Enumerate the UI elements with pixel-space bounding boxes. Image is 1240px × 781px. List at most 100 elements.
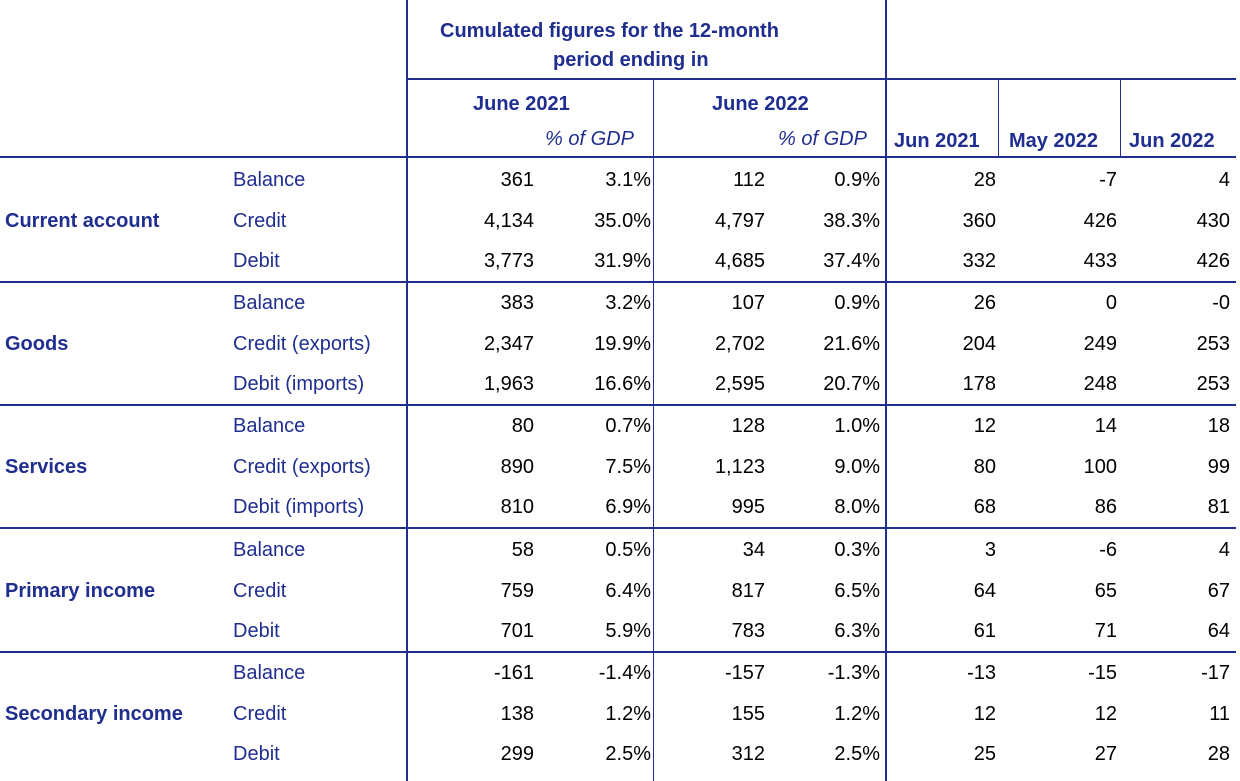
table-cell: 6.9% xyxy=(605,496,651,518)
table-cell: -161 xyxy=(493,662,534,684)
header-rule-monthly xyxy=(886,78,1236,80)
table-cell: -13 xyxy=(967,662,996,684)
table-cell: 86 xyxy=(1094,496,1117,518)
table-cell: 253 xyxy=(1196,373,1230,395)
table-cell: 4 xyxy=(1218,169,1230,191)
table-cell: 155 xyxy=(731,702,765,725)
table-cell: -6 xyxy=(1099,539,1117,561)
table-cell: 0.7% xyxy=(605,415,651,437)
table-cell: 9.0% xyxy=(834,455,880,478)
table-cell: 701 xyxy=(500,620,534,642)
row-label: Credit xyxy=(233,579,287,602)
table-cell: 249 xyxy=(1083,332,1117,355)
table-cell: 5.9% xyxy=(605,620,651,642)
group-name: Secondary income xyxy=(5,702,183,725)
table-cell: 817 xyxy=(731,579,765,602)
table-cell: 299 xyxy=(500,743,534,765)
table-cell: 2.5% xyxy=(834,743,880,765)
group-rule xyxy=(0,651,1236,653)
header-june-2021: June 2021 xyxy=(473,93,570,115)
table-cell: 138 xyxy=(500,702,534,725)
row-label: Credit xyxy=(233,702,287,725)
row-label: Debit (imports) xyxy=(233,496,365,518)
table-cell: 20.7% xyxy=(823,373,880,395)
table-cell: 34 xyxy=(742,539,765,561)
table-cell: 26 xyxy=(973,292,996,314)
group-name: Primary income xyxy=(5,579,156,602)
header-month-jun-2021: Jun 2021 xyxy=(894,130,980,152)
table-cell: 361 xyxy=(500,169,534,191)
row-label: Credit (exports) xyxy=(233,332,371,355)
group-name: Current account xyxy=(5,209,160,232)
table-cell: 204 xyxy=(962,332,996,355)
table-cell: 28 xyxy=(973,169,996,191)
table-cell: 128 xyxy=(731,415,765,437)
table-cell: 61 xyxy=(973,620,996,642)
header-rule-cumulated xyxy=(406,78,886,80)
table-cell: 112 xyxy=(733,169,765,191)
table-cell: 1,123 xyxy=(714,455,765,478)
cumulated-title-line2: period ending in xyxy=(553,49,709,71)
group-name: Services xyxy=(5,455,88,478)
divider-monthly xyxy=(885,0,887,781)
header-month-jun-2022: Jun 2022 xyxy=(1129,130,1215,152)
header-pct-gdp-2021: % of GDP xyxy=(545,128,634,150)
table-cell: 107 xyxy=(731,292,765,314)
divider-month-2 xyxy=(1120,80,1121,158)
table-cell: 58 xyxy=(511,539,534,561)
table-cell: 35.0% xyxy=(594,209,651,232)
table-cell: 4,685 xyxy=(714,250,765,272)
table-cell: 810 xyxy=(500,496,534,518)
row-label: Balance xyxy=(233,169,306,191)
row-label: Balance xyxy=(233,539,306,561)
table-cell: 7.5% xyxy=(605,455,651,478)
table-cell: 16.6% xyxy=(594,373,651,395)
table-cell: 80 xyxy=(511,415,534,437)
row-label: Debit (imports) xyxy=(233,373,365,395)
header-june-2022: June 2022 xyxy=(712,93,809,115)
table-cell: 12 xyxy=(973,415,996,437)
table-cell: -15 xyxy=(1088,662,1117,684)
table-cell: 253 xyxy=(1196,332,1230,355)
table-cell: 0.5% xyxy=(605,539,651,561)
table-cell: 383 xyxy=(500,292,534,314)
table-cell: -157 xyxy=(724,662,765,684)
table-cell: 25 xyxy=(973,743,996,765)
table-cell: 0.3% xyxy=(834,539,880,561)
table-cell: 31.9% xyxy=(594,250,651,272)
divider-year xyxy=(653,80,654,781)
table-cell: 100 xyxy=(1083,455,1117,478)
table-cell: 1,963 xyxy=(483,373,534,395)
group-rule xyxy=(0,281,1236,283)
table-cell: 65 xyxy=(1094,579,1117,602)
table-cell: 2.5% xyxy=(605,743,651,765)
table-cell: 11 xyxy=(1209,702,1230,725)
table-cell: 426 xyxy=(1083,209,1117,232)
table-cell: 0 xyxy=(1105,292,1117,314)
table-cell: 64 xyxy=(1207,620,1230,642)
row-label: Debit xyxy=(233,250,280,272)
header-month-may-2022: May 2022 xyxy=(1009,130,1098,152)
row-label: Debit xyxy=(233,743,280,765)
table-cell: 178 xyxy=(962,373,996,395)
table-cell: 332 xyxy=(962,250,996,272)
table-cell: 3 xyxy=(984,539,996,561)
table-cell: 6.4% xyxy=(605,579,651,602)
table-cell: 67 xyxy=(1207,579,1230,602)
row-label: Balance xyxy=(233,415,306,437)
table-cell: -17 xyxy=(1201,662,1230,684)
cumulated-title-line1: Cumulated figures for the 12-month xyxy=(440,20,779,42)
table-cell: -0 xyxy=(1212,292,1230,314)
table-cell: 3.1% xyxy=(605,169,651,191)
table-cell: 80 xyxy=(973,455,996,478)
table-cell: 21.6% xyxy=(823,332,880,355)
table-cell: 3.2% xyxy=(605,292,651,314)
group-rule xyxy=(0,404,1236,406)
table-cell: -1.3% xyxy=(827,662,880,684)
table-cell: 426 xyxy=(1196,250,1230,272)
row-label: Balance xyxy=(233,662,306,684)
header-bottom-rule xyxy=(0,156,1236,158)
table-cell: 68 xyxy=(973,496,996,518)
table-cell: 783 xyxy=(731,620,765,642)
